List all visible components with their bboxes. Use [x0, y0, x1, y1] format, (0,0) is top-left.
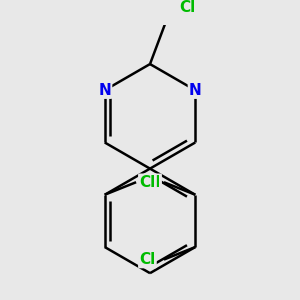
- Text: Cl: Cl: [139, 252, 155, 267]
- Text: N: N: [98, 83, 111, 98]
- Text: N: N: [189, 83, 202, 98]
- Text: Cl: Cl: [145, 175, 161, 190]
- Text: Cl: Cl: [139, 175, 155, 190]
- Text: Cl: Cl: [179, 0, 196, 15]
